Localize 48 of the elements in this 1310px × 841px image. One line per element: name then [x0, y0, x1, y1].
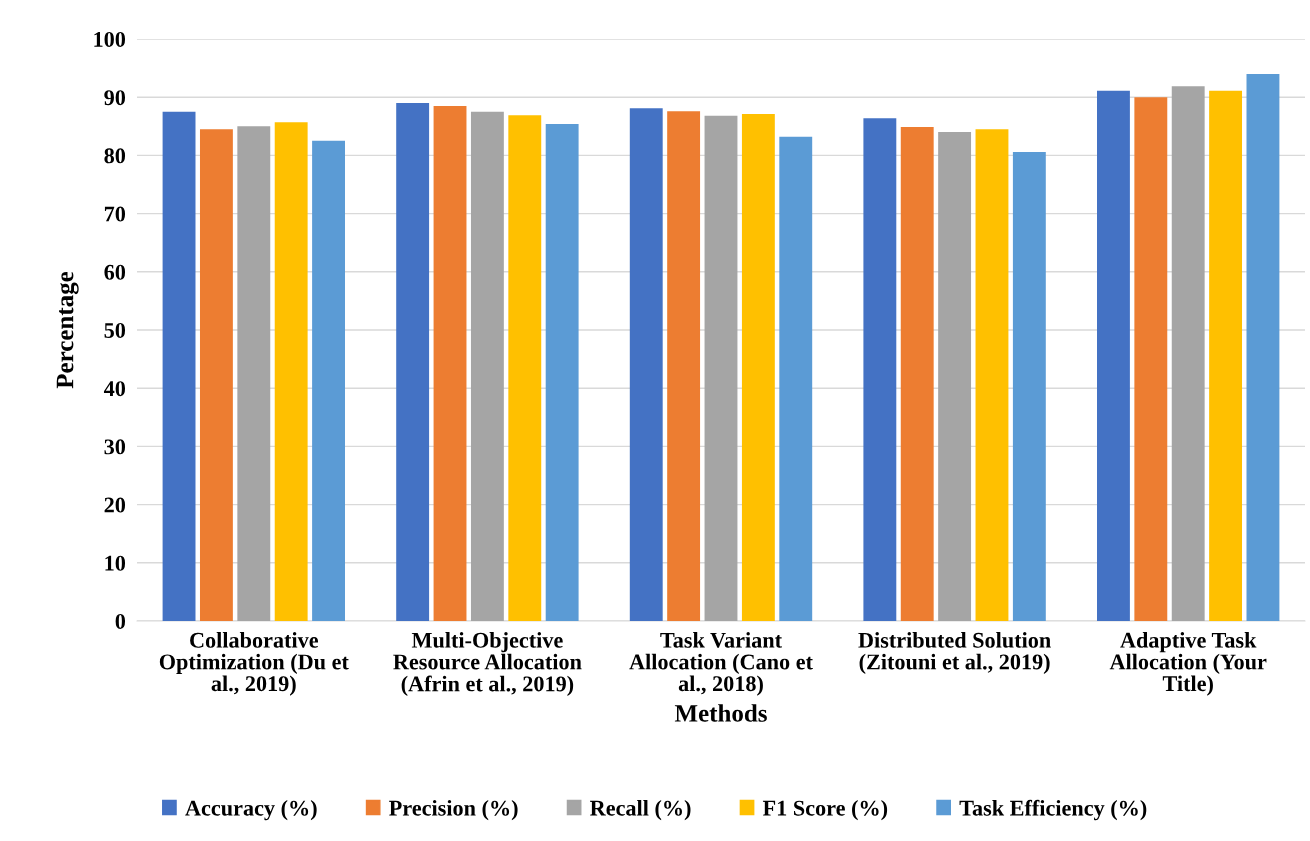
x-tick-label: Multi-Objective Resource Allocation (Afrin et al., 2019) — [393, 632, 582, 696]
legend-label: Recall (%) — [590, 800, 691, 821]
bar — [1246, 73, 1280, 621]
y-tick-label: 60 — [104, 264, 126, 280]
y-tick-label: 70 — [104, 206, 126, 222]
y-tick-label: 90 — [104, 90, 126, 106]
bar — [237, 126, 271, 621]
bar — [741, 114, 775, 621]
y-axis-title: Percentage — [56, 271, 79, 389]
bar — [1209, 90, 1243, 621]
bar — [312, 140, 345, 621]
bar — [704, 115, 738, 621]
bar — [1134, 97, 1168, 621]
legend-label: Precision (%) — [389, 800, 518, 821]
y-tick-label: 20 — [104, 497, 126, 513]
x-axis-title: Methods — [674, 704, 767, 722]
x-tick-label: Distributed Solution (Zitouni et al., 2019) — [858, 632, 1051, 674]
bar — [629, 108, 663, 621]
y-tick-label: 10 — [105, 555, 126, 571]
legend-label: Accuracy (%) — [185, 800, 317, 821]
bar — [863, 118, 897, 621]
bar — [779, 136, 813, 621]
x-tick-label: Collaborative Optimization (Du et al., 2019) — [159, 632, 349, 696]
bar — [900, 126, 934, 621]
legend-label: Task Efficiency (%) — [959, 799, 1147, 821]
bar — [545, 123, 579, 621]
bar — [396, 103, 430, 621]
y-tick-label: 0 — [115, 613, 126, 629]
bar — [470, 111, 504, 621]
y-tick-label: 40 — [103, 381, 126, 397]
bar — [975, 129, 1009, 621]
bar — [938, 132, 972, 621]
x-tick-label: Adaptive Task Allocation (Your Title) — [1109, 632, 1267, 696]
bar — [508, 115, 542, 621]
legend-label: F1 Score (%) — [762, 800, 888, 821]
y-tick-label: 50 — [104, 322, 126, 338]
x-tick-label: Task Variant Allocation (Cano et al., 2018) — [629, 632, 813, 696]
y-tick-label: 80 — [104, 148, 126, 164]
bar — [433, 105, 467, 621]
bar — [199, 129, 233, 621]
bar — [667, 111, 701, 621]
bar — [1171, 86, 1205, 621]
y-tick-label: 30 — [104, 439, 126, 455]
y-tick-label: 100 — [94, 31, 126, 47]
bar — [1097, 90, 1130, 621]
bar — [162, 111, 196, 621]
bar — [274, 122, 308, 621]
bar — [1012, 151, 1046, 621]
